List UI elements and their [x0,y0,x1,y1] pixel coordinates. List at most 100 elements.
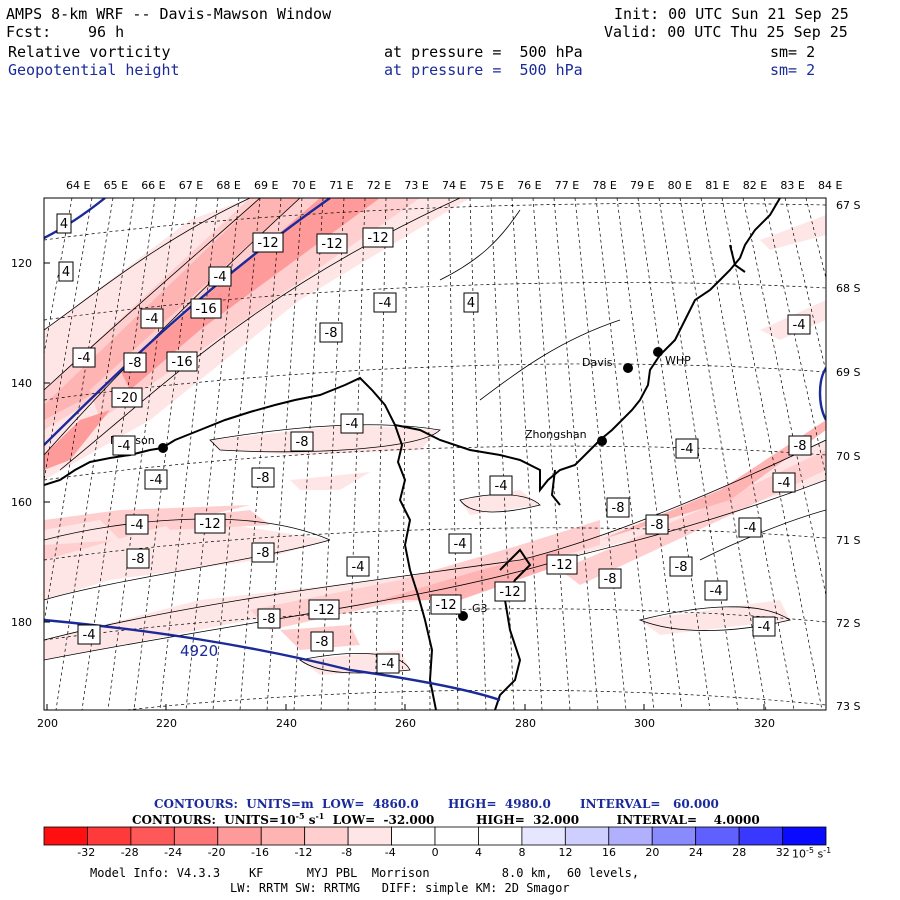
svg-text:-8: -8 [296,435,309,450]
svg-text:-4: -4 [214,270,227,285]
contour-value-label: -16 [190,298,222,319]
svg-text:-4: -4 [793,318,806,333]
svg-text:-8: -8 [675,560,688,575]
svg-text:-12: -12 [199,517,220,532]
model-info-line1: Model Info: V4.3.3 KF MYJ PBL Morrison 8… [90,866,640,880]
svg-text:-4: -4 [710,584,723,599]
contour-value-label: -4 [752,616,776,637]
contour-value-label: -4 [72,347,96,368]
station-dot-mawson [158,443,168,453]
svg-text:-4: -4 [150,473,163,488]
contour-value-label: -4 [772,472,796,493]
contour-value-label: -12 [494,581,526,602]
svg-text:-8: -8 [129,356,142,371]
colorbar-cell [521,826,566,846]
svg-text:-12: -12 [551,558,572,573]
svg-text:-4: -4 [758,620,771,635]
x-tick-label: 200 [37,717,58,730]
lat-label: 67 S [836,199,860,212]
lon-label: 68 E [216,179,240,192]
svg-text:-8: -8 [257,471,270,486]
lat-label: 71 S [836,534,860,547]
colorbar-cell [608,826,653,846]
contour-value-label: 4 [58,261,74,282]
lon-label: 82 E [743,179,767,192]
colorbar-tick-label: -28 [120,846,139,859]
svg-text:-4: -4 [681,442,694,457]
contour-value-label: -12 [308,599,340,620]
svg-text:-4: -4 [454,537,467,552]
lon-label: 81 E [705,179,729,192]
contour-value-label: -12 [546,554,578,575]
lon-label: 73 E [404,179,428,192]
svg-text:-4: -4 [744,521,757,536]
map-plot-area: 4920 Mawson Davis WHP Zhongshan G3 44-4-… [44,198,826,710]
lat-label: 68 S [836,282,860,295]
svg-text:-8: -8 [794,439,807,454]
map-axes: 64 E 65 E 66 E 67 E 68 E 69 E 70 E 71 E 72 E 73 E… [11,179,860,730]
svg-text:-4: -4 [118,439,131,454]
colorbar-tick-label: 16 [601,846,616,859]
station-dot-davis [623,363,633,373]
lon-label: 80 E [668,179,692,192]
svg-text:-4: -4 [382,657,395,672]
lat-label: 70 S [836,450,860,463]
colorbar [43,826,827,846]
station-dot-whp [653,347,663,357]
colorbar-cell [43,826,88,846]
colorbar-cell [130,826,175,846]
svg-text:-16: -16 [171,355,192,370]
colorbar-cell [217,826,262,846]
field2-level: at pressure = 500 hPa [384,61,583,79]
y-tick-label: 120 [11,257,32,270]
svg-text:-12: -12 [257,236,278,251]
svg-text:-16: -16 [195,302,216,317]
contour-value-label: -4 [112,435,136,456]
forecast-label: Fcst: [6,23,52,41]
contour-value-label: -4 [340,413,364,434]
colorbar-tick-label: 8 [518,846,526,859]
colorbar-cell [651,826,697,846]
lon-label: 77 E [555,179,579,192]
lat-label: 69 S [836,366,860,379]
chart-title: AMPS 8-km WRF -- Davis-Mawson Window [6,5,332,23]
contour-value-label: -4 [704,580,728,601]
contour-value-label: -4 [738,517,762,538]
vort-info-pre: CONTOURS: UNITS=10 [132,813,296,827]
cb-units-sup: -5 [806,846,814,855]
contour-value-label: -4 [144,469,168,490]
contour-value-label: -4 [376,653,400,674]
svg-text:-4: -4 [778,476,791,491]
colorbar-tick-label: 28 [732,846,747,859]
colorbar-units: 10-5 s-1 [792,846,831,861]
station-label-g3: G3 [472,602,488,615]
vort-info-sup: -5 [295,811,305,821]
field1-level: at pressure = 500 hPa [384,43,583,61]
lon-label: 78 E [592,179,616,192]
vort-info-post: LOW= -32.000 HIGH= 32.000 INTERVAL= 4.00… [324,813,760,827]
vort-info-s: s [304,813,316,827]
field1-name: Relative vorticity [8,43,171,61]
lat-label: 72 S [836,617,860,630]
lon-label: 67 E [179,179,203,192]
contour-value-label: -12 [430,594,462,615]
contour-value-label: 4 [56,213,72,234]
contour-value-label: -8 [123,352,147,373]
contour-value-label: -12 [316,233,348,254]
colorbar-tick-label: 32 [775,846,790,859]
field2-smoothing: sm= 2 [770,61,816,79]
contour-value-label: -4 [140,308,164,329]
colorbar-cell [695,826,740,846]
svg-text:-12: -12 [313,603,334,618]
svg-text:-4: -4 [352,560,365,575]
lon-label: 66 E [141,179,165,192]
colorbar-tick-label: 12 [558,846,573,859]
contour-value-label: 4 [463,292,479,313]
svg-text:-12: -12 [321,237,342,252]
colorbar-cell [260,826,306,846]
y-tick-label: 140 [11,377,32,390]
contour-value-label: -20 [111,387,143,408]
colorbar-cell [738,826,783,846]
valid-time: Valid: 00 UTC Thu 25 Sep 25 [604,23,848,41]
vort-info-sup2: -1 [315,811,325,821]
